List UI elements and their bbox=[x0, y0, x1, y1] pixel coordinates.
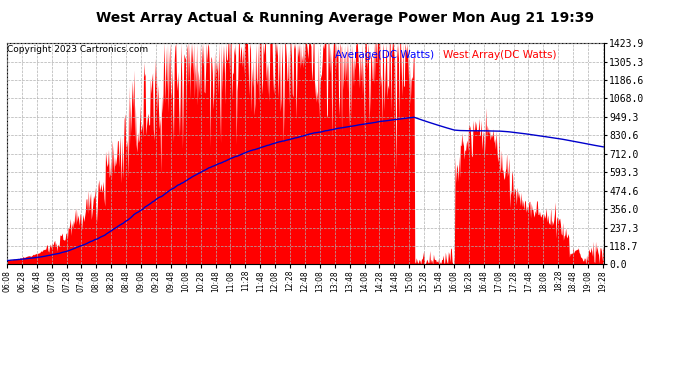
Text: Copyright 2023 Cartronics.com: Copyright 2023 Cartronics.com bbox=[7, 45, 148, 54]
Text: West Array(DC Watts): West Array(DC Watts) bbox=[442, 50, 556, 60]
Text: West Array Actual & Running Average Power Mon Aug 21 19:39: West Array Actual & Running Average Powe… bbox=[96, 11, 594, 25]
Text: Average(DC Watts): Average(DC Watts) bbox=[335, 50, 434, 60]
